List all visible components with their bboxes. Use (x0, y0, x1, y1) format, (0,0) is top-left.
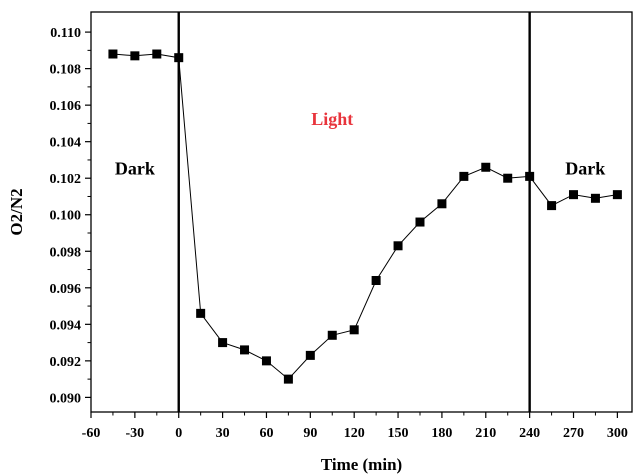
x-tick-label: 270 (563, 426, 584, 441)
x-axis-title: Time (min) (321, 455, 402, 474)
data-point (547, 201, 557, 211)
data-point (261, 356, 271, 366)
x-tick-label: 180 (431, 426, 452, 441)
data-point (612, 190, 622, 200)
data-point (130, 51, 140, 61)
y-tick-label: 0.092 (50, 355, 82, 370)
data-point (218, 338, 228, 348)
data-point (349, 325, 359, 335)
data-point (174, 53, 184, 63)
data-point (283, 374, 293, 384)
data-point (371, 275, 381, 285)
y-tick-label: 0.110 (50, 26, 81, 41)
data-point (481, 162, 491, 172)
y-tick-label: 0.108 (50, 63, 82, 78)
x-tick-label: 240 (519, 426, 540, 441)
phase-annotation: Dark (565, 159, 605, 179)
x-tick-label: 60 (259, 426, 273, 441)
x-tick-label: 120 (344, 426, 365, 441)
data-point (503, 173, 513, 183)
x-tick-label: -30 (126, 426, 145, 441)
y-tick-label: 0.098 (50, 245, 82, 260)
data-point (437, 199, 447, 209)
data-point (108, 49, 118, 59)
x-tick-label: -60 (82, 426, 101, 441)
x-tick-label: 210 (475, 426, 496, 441)
y-tick-label: 0.094 (50, 318, 82, 333)
data-point (590, 193, 600, 203)
data-point (525, 171, 535, 181)
data-point (415, 217, 425, 227)
data-point (152, 49, 162, 59)
x-tick-label: 30 (216, 426, 230, 441)
x-tick-label: 90 (303, 426, 317, 441)
data-point (240, 345, 250, 355)
y-tick-label: 0.096 (50, 282, 82, 297)
x-tick-label: 300 (607, 426, 628, 441)
data-point (196, 308, 206, 318)
series-line (112, 53, 618, 380)
x-tick-label: 150 (388, 426, 409, 441)
plot-frame (90, 11, 633, 413)
data-point (393, 241, 403, 251)
y-tick-label: 0.106 (50, 99, 82, 114)
data-point (459, 171, 469, 181)
y-tick-label: 0.102 (50, 172, 82, 187)
y-tick-label: 0.104 (50, 136, 82, 151)
y-axis-title: O2/N2 (7, 188, 26, 235)
data-point (305, 350, 315, 360)
y-tick-label: 0.100 (50, 209, 82, 224)
y-tick-label: 0.090 (50, 391, 82, 406)
plot-area: -60 -30 0 30 60 90 120 150 180 210 240 270 300 0.090 0… (50, 11, 633, 441)
phase-annotation: Dark (115, 159, 155, 179)
phase-annotation: Light (311, 109, 353, 129)
data-point (327, 330, 337, 340)
x-tick-label: 0 (175, 426, 182, 441)
data-point (569, 190, 579, 200)
